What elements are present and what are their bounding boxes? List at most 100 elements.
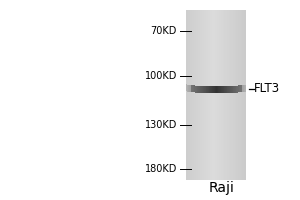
Bar xyxy=(189,85,190,92)
Bar xyxy=(240,10,241,180)
Bar xyxy=(203,10,204,180)
Bar xyxy=(223,10,224,180)
Bar xyxy=(214,10,215,180)
Bar xyxy=(236,10,237,180)
Bar xyxy=(245,10,246,180)
Bar xyxy=(211,10,212,180)
Bar xyxy=(236,86,237,93)
Bar xyxy=(239,10,240,180)
Bar xyxy=(229,86,230,93)
Text: 180KD: 180KD xyxy=(145,164,177,174)
Bar xyxy=(192,10,193,180)
Bar xyxy=(211,86,212,93)
Bar xyxy=(190,10,191,180)
Bar xyxy=(187,85,188,92)
Bar xyxy=(237,10,238,180)
Bar xyxy=(194,10,195,180)
Bar xyxy=(186,84,187,91)
Bar xyxy=(194,85,195,92)
Bar xyxy=(240,85,241,92)
Bar xyxy=(204,10,205,180)
Bar xyxy=(236,10,237,180)
Bar xyxy=(210,10,211,180)
Bar xyxy=(226,10,227,180)
Bar xyxy=(245,10,246,180)
Bar xyxy=(227,10,228,180)
Bar xyxy=(232,86,233,93)
Bar xyxy=(235,86,236,93)
Bar xyxy=(217,10,218,180)
Bar xyxy=(208,10,209,180)
Bar xyxy=(233,10,234,180)
Bar xyxy=(206,86,207,93)
Bar xyxy=(193,85,194,92)
Bar xyxy=(200,10,201,180)
Bar xyxy=(210,86,211,93)
Bar xyxy=(211,10,212,180)
Bar xyxy=(245,85,246,92)
Bar xyxy=(222,10,223,180)
Bar xyxy=(243,10,244,180)
Bar xyxy=(218,10,219,180)
Bar xyxy=(218,10,219,180)
Bar xyxy=(215,10,216,180)
Bar xyxy=(237,86,238,93)
Bar xyxy=(241,10,242,180)
Bar xyxy=(189,10,190,180)
Bar xyxy=(242,85,243,92)
Bar xyxy=(194,10,195,180)
Bar xyxy=(238,10,239,180)
Bar xyxy=(200,86,201,93)
Bar xyxy=(220,86,221,93)
Bar xyxy=(200,10,201,180)
Bar xyxy=(243,85,244,92)
Bar xyxy=(221,10,222,180)
Bar xyxy=(213,86,214,93)
Bar xyxy=(195,86,196,93)
Bar xyxy=(223,86,224,93)
Bar xyxy=(187,10,188,180)
Bar xyxy=(199,10,200,180)
Bar xyxy=(242,85,243,92)
Bar xyxy=(231,86,232,93)
Text: 100KD: 100KD xyxy=(145,71,177,81)
Bar xyxy=(232,10,233,180)
Bar xyxy=(233,10,234,180)
Bar xyxy=(187,10,188,180)
Bar xyxy=(196,10,197,180)
Bar xyxy=(235,10,236,180)
Bar xyxy=(225,10,226,180)
Bar xyxy=(193,10,194,180)
Bar xyxy=(227,10,228,180)
Bar xyxy=(220,86,221,93)
Bar xyxy=(195,10,196,180)
Bar xyxy=(229,10,230,180)
Bar xyxy=(201,86,202,93)
Bar xyxy=(214,86,215,93)
Bar xyxy=(244,85,245,92)
Bar xyxy=(226,86,227,93)
Bar xyxy=(212,10,213,180)
Bar xyxy=(190,85,191,92)
Bar xyxy=(230,10,231,180)
Bar xyxy=(208,86,210,93)
Bar xyxy=(232,86,233,93)
Bar xyxy=(196,86,197,93)
Bar xyxy=(226,86,227,93)
Bar xyxy=(207,10,208,180)
Bar xyxy=(193,10,194,180)
Bar xyxy=(217,10,218,180)
Text: 70KD: 70KD xyxy=(151,26,177,36)
Bar xyxy=(220,10,221,180)
Bar xyxy=(231,10,232,180)
Bar xyxy=(202,10,203,180)
Bar xyxy=(221,10,222,180)
Bar xyxy=(186,10,187,180)
Bar xyxy=(228,10,229,180)
Bar xyxy=(216,86,217,93)
Bar xyxy=(192,85,193,92)
Bar xyxy=(209,10,210,180)
Bar xyxy=(205,10,206,180)
Bar xyxy=(191,10,192,180)
Bar xyxy=(199,10,200,180)
